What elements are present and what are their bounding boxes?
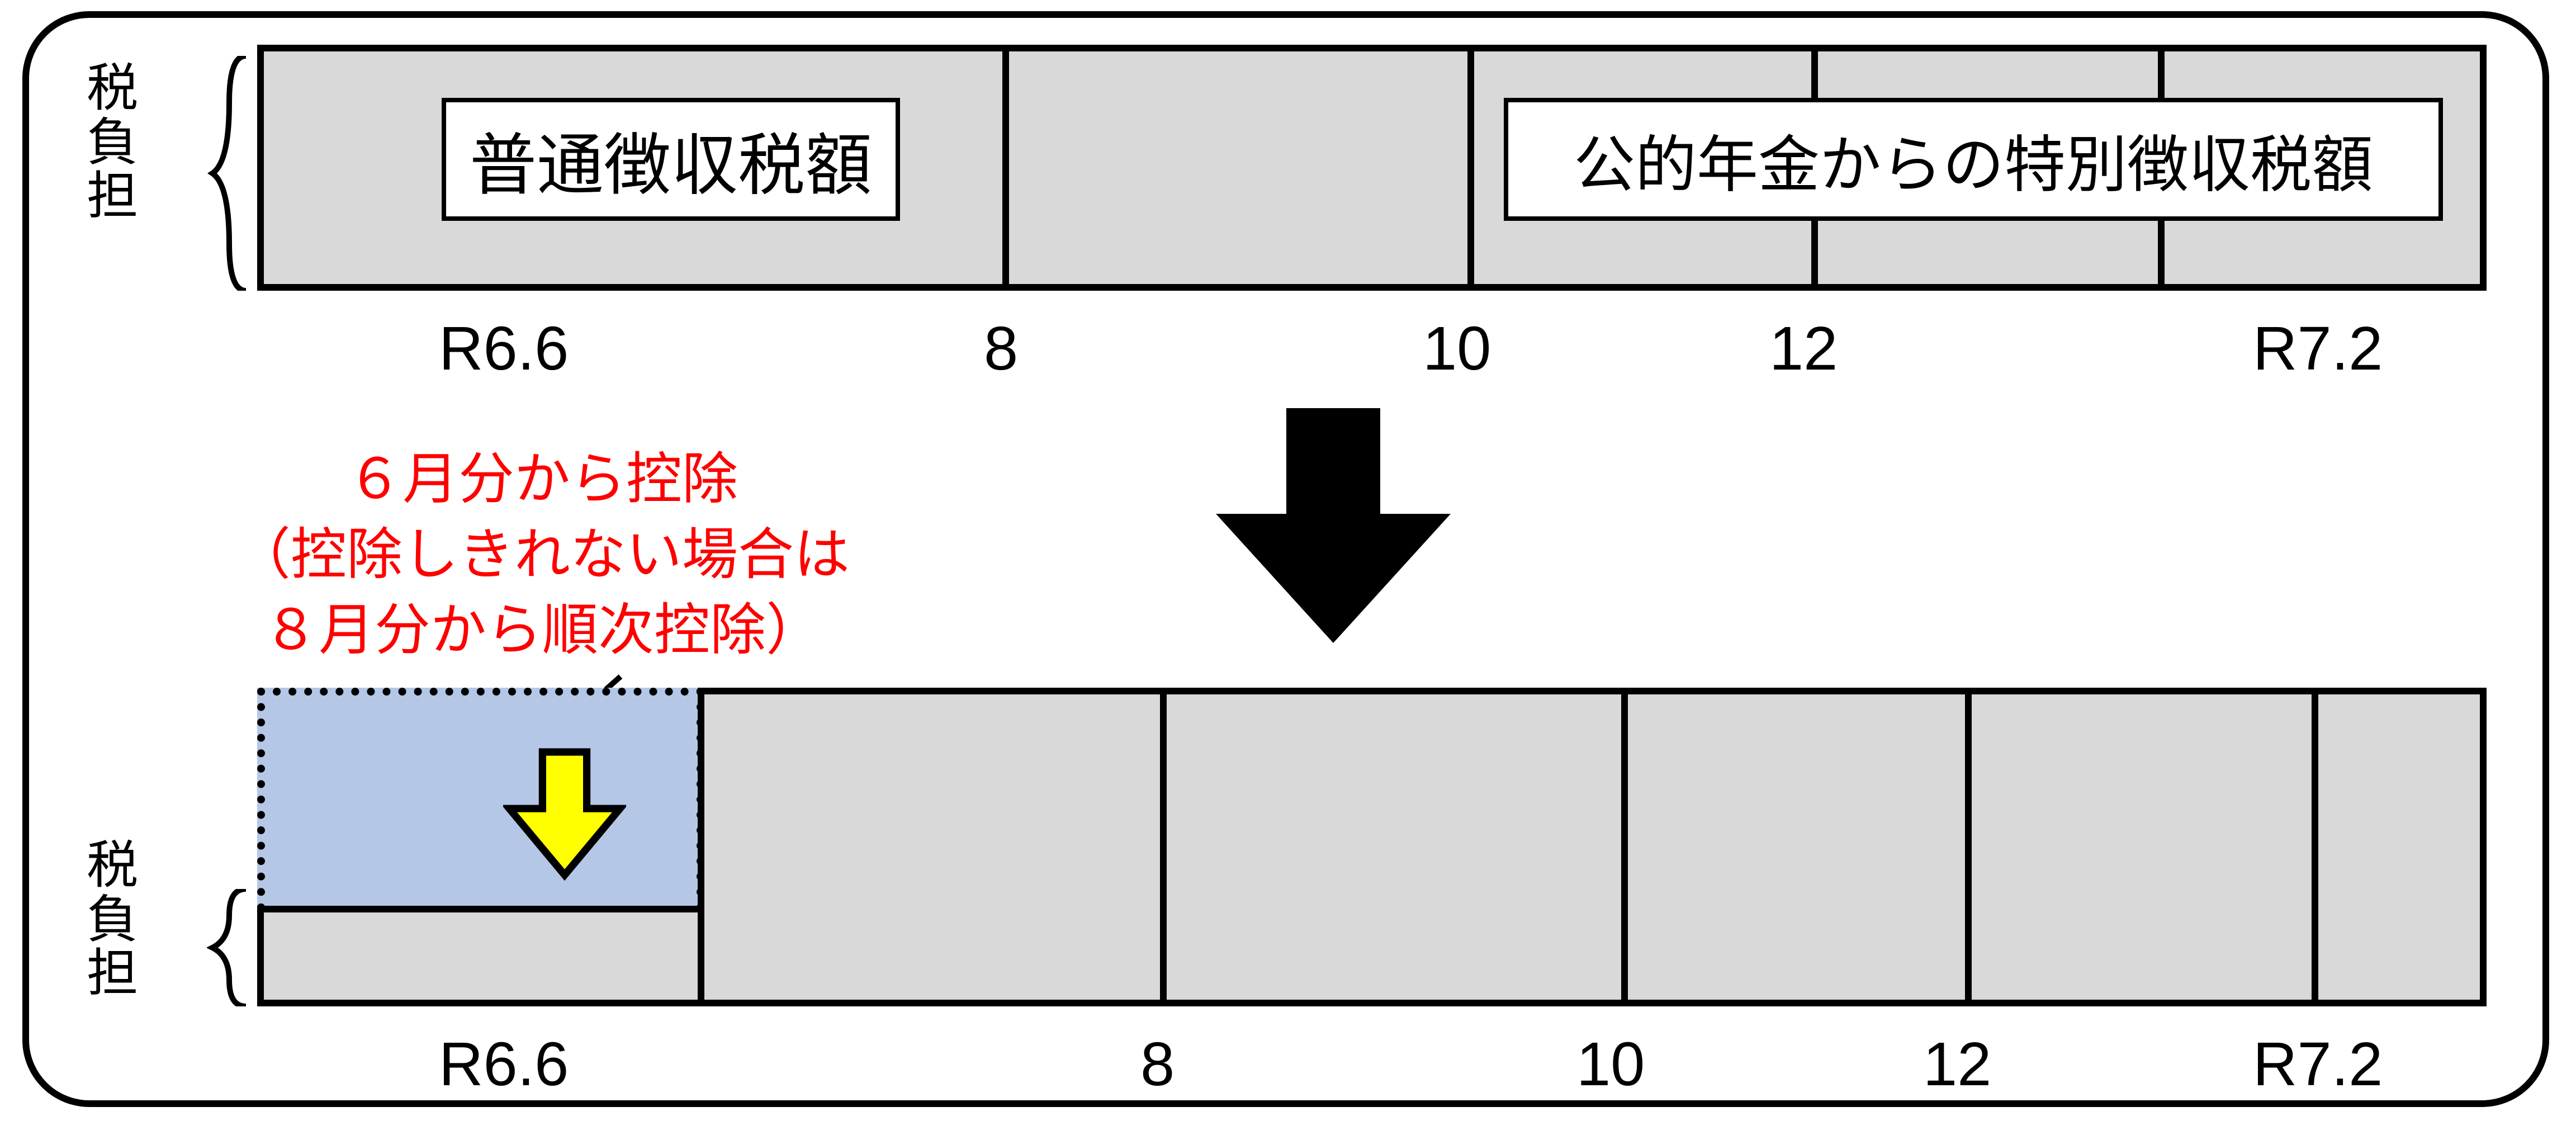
char: 担 xyxy=(87,169,138,224)
segment-divider xyxy=(2312,688,2318,1006)
text: 公的年金からの特別徴収税額 xyxy=(1574,115,2373,204)
top-brace-icon xyxy=(207,56,252,291)
segment-divider xyxy=(1965,688,1972,1006)
axis-tick-label: 8 xyxy=(984,313,1018,384)
line1: ６月分から控除 xyxy=(235,442,850,517)
char: 負 xyxy=(87,893,138,947)
char: 税 xyxy=(87,839,138,893)
label-special-collection: 公的年金からの特別徴収税額 xyxy=(1504,98,2443,221)
axis-tick-label: 12 xyxy=(1769,313,1838,384)
char: 負 xyxy=(87,116,138,170)
axis-tick-label: 12 xyxy=(1923,1029,1991,1100)
label-ordinary-collection: 普通徴収税額 xyxy=(442,98,900,221)
segment-divider xyxy=(1467,45,1474,291)
top-tax-burden-label: 税 負 担 xyxy=(87,62,138,224)
bottom-tax-burden-label: 税 負 担 xyxy=(87,839,138,1001)
axis-tick-label: R7.2 xyxy=(2253,313,2383,384)
char: 担 xyxy=(87,947,138,1001)
axis-tick-label: R6.6 xyxy=(439,1029,569,1100)
axis-tick-label: R7.2 xyxy=(2253,1029,2383,1100)
axis-tick-label: 10 xyxy=(1576,1029,1645,1100)
line2: （控除しきれない場合は xyxy=(235,517,850,593)
line3: ８月分から順次控除） xyxy=(235,593,850,668)
yellow-down-arrow-icon xyxy=(503,721,626,906)
deducted-portion xyxy=(257,688,704,911)
axis-tick-label: 8 xyxy=(1140,1029,1175,1100)
char: 税 xyxy=(87,62,138,116)
down-arrow-icon xyxy=(1216,403,1451,649)
axis-tick-label: 10 xyxy=(1423,313,1491,384)
segment-divider xyxy=(1621,688,1628,1006)
deduction-note: ６月分から控除 （控除しきれない場合は ８月分から順次控除） xyxy=(235,442,850,668)
bottom-brace-icon xyxy=(207,889,252,1006)
text: 普通徴収税額 xyxy=(470,111,872,208)
segment-divider xyxy=(1160,688,1167,1006)
bottom-small-bar xyxy=(257,906,704,1006)
axis-tick-label: R6.6 xyxy=(439,313,569,384)
bottom-bar xyxy=(698,688,2487,1006)
segment-divider xyxy=(1002,45,1009,291)
